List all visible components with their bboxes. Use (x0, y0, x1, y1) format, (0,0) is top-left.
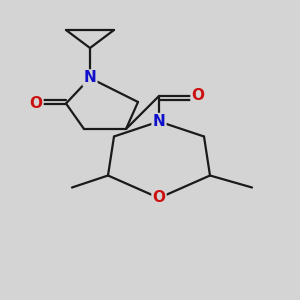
Text: N: N (84, 70, 96, 86)
Text: O: O (29, 96, 43, 111)
Text: O: O (152, 190, 166, 206)
Text: O: O (191, 88, 205, 104)
Text: N: N (153, 114, 165, 129)
